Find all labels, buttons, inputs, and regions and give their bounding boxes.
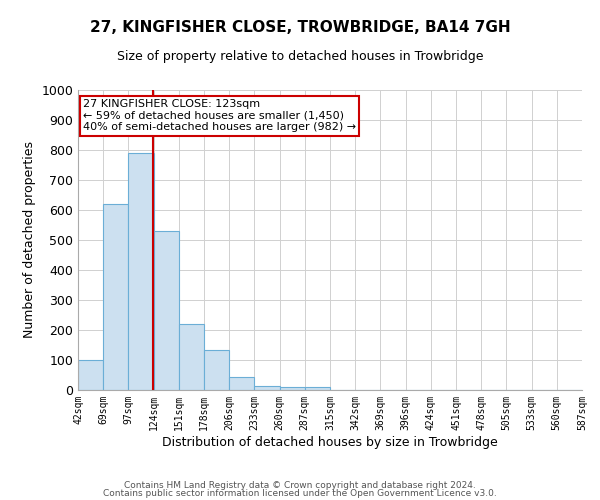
- Text: Size of property relative to detached houses in Trowbridge: Size of property relative to detached ho…: [117, 50, 483, 63]
- Bar: [179, 324, 204, 390]
- Bar: [229, 378, 254, 390]
- Bar: [128, 153, 154, 390]
- Bar: [254, 386, 280, 390]
- Y-axis label: Number of detached properties: Number of detached properties: [23, 142, 36, 338]
- Bar: [103, 204, 128, 390]
- Bar: [305, 387, 330, 390]
- Text: Contains HM Land Registry data © Crown copyright and database right 2024.: Contains HM Land Registry data © Crown c…: [124, 481, 476, 490]
- Bar: [154, 231, 179, 390]
- Text: Contains public sector information licensed under the Open Government Licence v3: Contains public sector information licen…: [103, 488, 497, 498]
- Bar: [280, 387, 305, 390]
- Bar: [78, 360, 103, 390]
- Text: 27 KINGFISHER CLOSE: 123sqm
← 59% of detached houses are smaller (1,450)
40% of : 27 KINGFISHER CLOSE: 123sqm ← 59% of det…: [83, 99, 356, 132]
- X-axis label: Distribution of detached houses by size in Trowbridge: Distribution of detached houses by size …: [162, 436, 498, 448]
- Text: 27, KINGFISHER CLOSE, TROWBRIDGE, BA14 7GH: 27, KINGFISHER CLOSE, TROWBRIDGE, BA14 7…: [89, 20, 511, 35]
- Bar: [204, 350, 229, 390]
